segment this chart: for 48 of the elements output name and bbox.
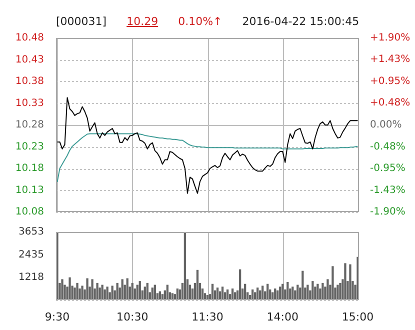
bar	[332, 266, 334, 300]
bar	[91, 279, 94, 300]
y-tick-label: 10.08	[15, 206, 44, 218]
y2-tick-label: +1.43%	[370, 54, 410, 66]
y2-tick-label: +0.95%	[370, 76, 410, 88]
y-tick-label: 10.23	[15, 141, 44, 152]
bar	[81, 286, 84, 300]
bar	[326, 279, 329, 300]
x-tick-label: 11:30	[192, 310, 224, 324]
y-tick-label: 10.38	[15, 76, 44, 88]
y-tick-label: 1218	[18, 272, 44, 283]
y-tick-label: 10.18	[15, 163, 44, 174]
bar	[68, 277, 71, 300]
x-tick-label: 14:00	[266, 310, 298, 324]
y2-tick-label: +1.90%	[370, 32, 410, 44]
text: 10.29	[126, 15, 158, 28]
bar	[339, 282, 342, 300]
y-tick-label: 10.28	[15, 120, 44, 131]
y2-tick-label: -0.95%	[370, 163, 406, 174]
y-tick-label: 10.48	[15, 32, 44, 44]
bar	[312, 281, 314, 300]
text: 2016-04-22 15:00:45	[242, 15, 360, 28]
bar	[86, 278, 88, 300]
y2-tick-label: 0.00%	[370, 120, 402, 131]
y-tick-label: 10.33	[15, 98, 44, 109]
chart-title: [000031]	[56, 15, 107, 28]
bar	[76, 282, 78, 300]
bar	[184, 232, 186, 300]
bar	[344, 263, 346, 300]
y2-tick-label: +0.48%	[370, 98, 410, 109]
bar	[336, 284, 339, 300]
x-tick-label: 15:00	[342, 310, 374, 324]
bar	[101, 284, 104, 300]
text: 0.10%↑	[178, 15, 222, 28]
x-tick-label: 9:30	[44, 310, 70, 324]
bar	[61, 279, 64, 300]
x-tick-label: 10:30	[116, 310, 148, 324]
y-tick-label: 10.43	[15, 54, 44, 66]
y-tick-label: 3653	[18, 226, 44, 238]
bar	[322, 282, 324, 300]
y-tick-label: 10.13	[15, 184, 44, 196]
bar	[96, 282, 98, 300]
y2-tick-label: -1.43%	[370, 185, 406, 196]
bar	[316, 284, 319, 300]
y-tick-label: 2435	[18, 249, 44, 260]
bar	[349, 264, 352, 300]
y2-tick-label: -1.90%	[370, 206, 406, 218]
y2-tick-label: -0.48%	[370, 142, 406, 153]
